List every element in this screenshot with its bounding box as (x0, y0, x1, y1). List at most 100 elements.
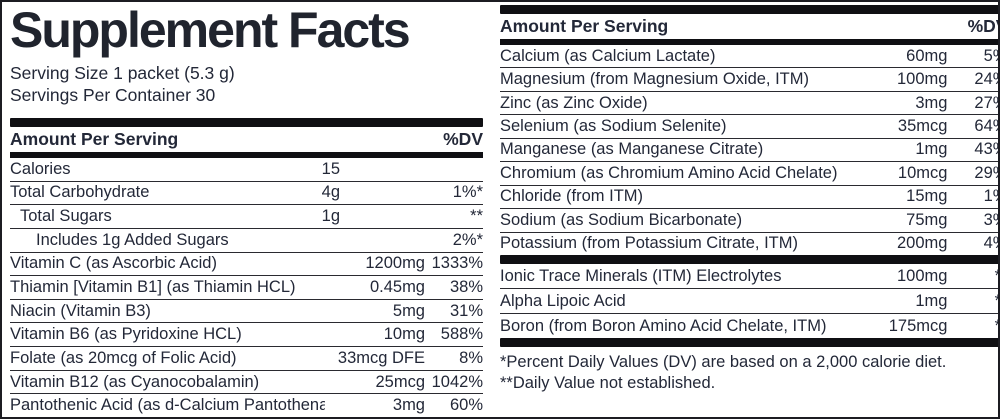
table-row-potassium: Potassium (from Potassium Citrate, ITM) … (500, 233, 998, 255)
nutrient-name: Total Carbohydrate (10, 183, 150, 202)
nutrient-amount: 100mg (897, 70, 948, 89)
table-row-magnesium: Magnesium (from Magnesium Oxide, ITM) 10… (500, 68, 998, 92)
nutrient-amount: 15mg (906, 187, 948, 206)
nutrient-dv: 29% (974, 163, 998, 182)
left-panel: Supplement Facts Serving Size 1 packet (… (2, 2, 491, 417)
nutrient-amount: 33mcg DFE (337, 348, 425, 367)
table-row-selenium: Selenium (as Sodium Selenite) 35mcg 64% (500, 115, 998, 139)
footnotes: *Percent Daily Values (DV) are based on … (500, 352, 998, 394)
divider-bar (500, 255, 998, 264)
right-nutrient-table: Calcium (as Calcium Lactate) 60mg 5% Mag… (500, 45, 998, 255)
nutrient-dv: 588% (440, 325, 483, 344)
nutrient-name: Boron (from Boron Amino Acid Chelate, IT… (500, 316, 827, 335)
nutrient-name: Thiamin [Vitamin B1] (as Thiamin HCL) (10, 278, 296, 297)
nutrient-name: Vitamin B6 (as Pyridoxine HCL) (10, 325, 242, 344)
table-row-ionic-trace-minerals: Ionic Trace Minerals (ITM) Electrolytes … (500, 264, 998, 289)
table-row-pantothenic-acid: Pantothenic Acid (as d-Calcium Pantothen… (10, 394, 483, 417)
nutrient-name: Chloride (from ITM) (500, 187, 644, 206)
nutrient-dv: 27% (974, 93, 998, 112)
right-panel: Amount Per Serving %DV Calcium (as Calci… (491, 2, 998, 417)
table-row-zinc: Zinc (as Zinc Oxide) 3mg 27% (500, 92, 998, 116)
table-row-vitamin-b12: Vitamin B12 (as Cyanocobalamin) 25mcg 10… (10, 371, 483, 395)
nutrient-name: Calcium (as Calcium Lactate) (500, 46, 716, 65)
secondary-nutrient-table: Ionic Trace Minerals (ITM) Electrolytes … (500, 264, 998, 338)
table-row-vitamin-c: Vitamin C (as Ascorbic Acid) 1200mg 1333… (10, 253, 483, 277)
table-row-folate: Folate (as 20mcg of Folic Acid) 33mcg DF… (10, 347, 483, 371)
table-row-boron: Boron (from Boron Amino Acid Chelate, IT… (500, 314, 998, 338)
serving-size-text: Serving Size 1 packet (5.3 g) (10, 63, 235, 83)
nutrient-dv: 8% (459, 348, 483, 367)
nutrient-dv: ** (947, 292, 998, 311)
nutrient-name: Vitamin B12 (as Cyanocobalamin) (10, 372, 260, 391)
dv-not-established-footnote: **Daily Value not established. (500, 374, 716, 392)
nutrient-name: Potassium (from Potassium Citrate, ITM) (500, 234, 798, 253)
nutrient-amount: 0.45mg (369, 278, 425, 297)
nutrient-dv: 3% (983, 210, 998, 229)
divider-bar (500, 5, 998, 14)
nutrient-dv: 1%* (452, 183, 483, 202)
nutrient-amount: 10mg (383, 325, 425, 344)
nutrient-name: Vitamin C (as Ascorbic Acid) (10, 254, 217, 273)
table-row-calories: Calories 15 (10, 158, 483, 182)
table-row-chloride: Chloride (from ITM) 15mg 1% (500, 186, 998, 210)
nutrient-amount: 3mg (915, 93, 948, 112)
nutrient-amount: 10mcg (897, 163, 948, 182)
nutrient-amount: 1200mg (365, 254, 425, 273)
nutrient-amount: 75mg (906, 210, 948, 229)
table-row-niacin: Niacin (Vitamin B3) 5mg 31% (10, 300, 483, 324)
nutrient-amount: 200mg (897, 234, 948, 253)
nutrient-name: Sodium (as Sodium Bicarbonate) (500, 210, 743, 229)
table-row-total-carbohydrate: Total Carbohydrate 4g 1%* (10, 182, 483, 206)
nutrient-dv: 64% (974, 117, 998, 136)
divider-bar (10, 118, 483, 127)
table-row-manganese: Manganese (as Manganese Citrate) 1mg 43% (500, 139, 998, 163)
right-table-header: Amount Per Serving %DV (500, 14, 998, 39)
nutrient-amount: 15 (321, 159, 340, 178)
left-table-header: Amount Per Serving %DV (10, 127, 483, 152)
nutrient-name: Total Sugars (20, 207, 112, 226)
nutrient-amount: 175mcg (888, 316, 948, 335)
table-row-chromium: Chromium (as Chromium Amino Acid Chelate… (500, 162, 998, 186)
nutrient-name: Includes 1g Added Sugars (36, 230, 229, 249)
nutrient-name: Folate (as 20mcg of Folic Acid) (10, 348, 237, 367)
nutrient-dv: 1042% (431, 372, 483, 391)
nutrient-amount: 4g (321, 183, 340, 202)
divider-bar (500, 39, 998, 45)
amount-per-serving-label: Amount Per Serving (500, 16, 669, 36)
nutrient-dv: 4% (983, 234, 998, 253)
percent-dv-label: %DV (967, 16, 998, 36)
nutrient-amount: 5mg (392, 301, 425, 320)
divider-bar (10, 152, 483, 158)
nutrient-dv: 1% (983, 187, 998, 206)
table-row-calcium: Calcium (as Calcium Lactate) 60mg 5% (500, 45, 998, 69)
table-row-alpha-lipoic-acid: Alpha Lipoic Acid 1mg ** (500, 289, 998, 314)
percent-dv-label: %DV (443, 129, 483, 149)
nutrient-amount: 25mcg (375, 372, 425, 391)
page-title: Supplement Facts (10, 2, 411, 58)
nutrient-dv: 2%* (452, 230, 483, 249)
table-row-total-sugars: Total Sugars 1g ** (10, 205, 483, 229)
table-row-sodium: Sodium (as Sodium Bicarbonate) 75mg 3% (500, 209, 998, 233)
nutrient-name: Ionic Trace Minerals (ITM) Electrolytes (500, 266, 782, 285)
amount-per-serving-label: Amount Per Serving (10, 129, 179, 149)
nutrient-dv: 43% (974, 140, 998, 159)
nutrient-dv: 24% (974, 70, 998, 89)
nutrient-dv: ** (947, 267, 998, 286)
nutrient-amount: 100mg (897, 266, 948, 285)
nutrient-name: Niacin (Vitamin B3) (10, 301, 151, 320)
nutrient-amount: 3mg (392, 396, 425, 415)
table-row-vitamin-b6: Vitamin B6 (as Pyridoxine HCL) 10mg 588% (10, 323, 483, 348)
table-row-thiamin: Thiamin [Vitamin B1] (as Thiamin HCL) 0.… (10, 276, 483, 300)
nutrient-dv: 5% (983, 46, 998, 65)
percent-dv-footnote: *Percent Daily Values (DV) are based on … (500, 353, 947, 371)
divider-bar (500, 338, 998, 347)
nutrient-amount: 35mcg (897, 117, 948, 136)
nutrient-amount: 1mg (915, 140, 948, 159)
nutrient-dv: 60% (449, 396, 483, 415)
nutrient-name: Chromium (as Chromium Amino Acid Chelate… (500, 163, 838, 182)
nutrient-dv: 31% (449, 301, 483, 320)
table-row-added-sugars: Includes 1g Added Sugars 2%* (10, 229, 483, 253)
nutrient-amount: 1mg (915, 291, 948, 310)
serving-info: Serving Size 1 packet (5.3 g) Servings P… (10, 62, 483, 106)
